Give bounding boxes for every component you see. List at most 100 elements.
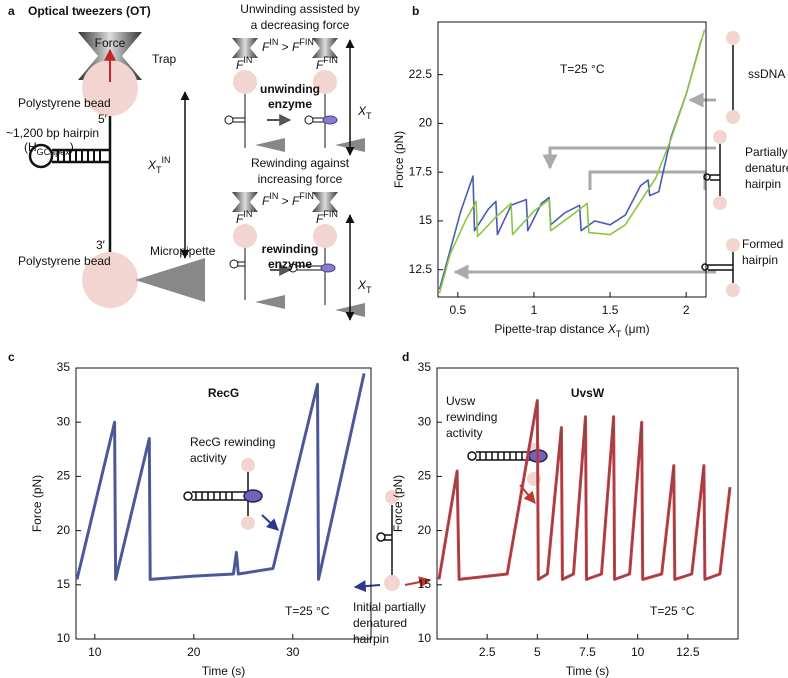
- x-tick-label: 12.5: [676, 645, 700, 659]
- y-tick-label: 15: [57, 577, 71, 591]
- annotation: Partially: [745, 145, 788, 159]
- caption: a decreasing force: [251, 18, 350, 32]
- label-part: FIN: [323, 209, 338, 219]
- label-part: F: [292, 40, 300, 54]
- panel-label: b: [412, 4, 419, 18]
- y-tick-label: 12.5: [409, 262, 433, 276]
- label: FIN > FFIN: [262, 191, 314, 208]
- annotation: T=25 °C: [650, 604, 695, 618]
- y-tick-label: 20: [57, 523, 71, 537]
- y-tick-label: 20: [419, 116, 433, 130]
- x-tick-label: 1.5: [602, 303, 619, 317]
- annotation: activity: [446, 426, 483, 440]
- label-part: ): [70, 140, 74, 154]
- data-line: [438, 39, 703, 290]
- y-axis-label: Force (pN): [391, 475, 405, 532]
- data-line-core: [76, 373, 365, 580]
- annotation: Formed: [742, 237, 783, 251]
- x-tick-label: 0.5: [449, 303, 466, 317]
- plot-frame: [75, 367, 372, 640]
- y-tick-label: 30: [57, 414, 71, 428]
- label: XT: [357, 104, 372, 121]
- plot-frame: [437, 21, 707, 298]
- diagram-shapes: [28, 32, 365, 321]
- label-part: X: [357, 104, 367, 118]
- label: (HGCapex): [24, 140, 74, 157]
- annotation: hairpin: [745, 177, 781, 191]
- label-part: X: [147, 158, 157, 172]
- x-tick-label: 30: [286, 645, 300, 659]
- label-part: IN: [243, 55, 252, 65]
- x-tick-label: 2.5: [479, 645, 496, 659]
- y-tick-label: 35: [57, 360, 71, 374]
- label-part: F: [316, 212, 324, 226]
- label-part: FIN: [299, 37, 314, 47]
- label: FIN > FFIN: [262, 37, 314, 54]
- y-tick-label: 22.5: [409, 67, 433, 81]
- label-part: F: [262, 194, 270, 208]
- x-tick-label: 20: [187, 645, 201, 659]
- annotation: Uvsw: [446, 394, 476, 408]
- label-part: FIN: [323, 55, 338, 65]
- y-tick-label: 17.5: [409, 164, 433, 178]
- label-part: F: [316, 58, 324, 72]
- label-part: F: [262, 40, 270, 54]
- caption: increasing force: [258, 172, 343, 186]
- caption: Rewinding against: [251, 156, 350, 170]
- label-part: >: [278, 194, 292, 208]
- y-tick-label: 25: [418, 469, 432, 483]
- annotation: ssDNA: [748, 67, 785, 81]
- annotation: denatured: [745, 161, 788, 175]
- label: XTIN: [147, 155, 171, 175]
- y-axis-label: Force (pN): [392, 131, 406, 188]
- x-axis-label-part: Time (s): [566, 664, 610, 678]
- x-tick-label: 10: [631, 645, 645, 659]
- label: 3′: [96, 238, 106, 252]
- label-part: IN: [269, 37, 278, 47]
- label: Polystyrene bead: [18, 254, 111, 268]
- annotation: hairpin: [742, 253, 778, 267]
- label-part: T: [156, 165, 162, 175]
- y-tick-label: 15: [419, 213, 433, 227]
- x-axis-label: Pipette-trap distance XT (μm): [494, 322, 649, 339]
- label-part: F: [236, 212, 244, 226]
- panel-label: d: [402, 350, 409, 364]
- annotation: hairpin: [353, 632, 389, 646]
- label-part: T: [366, 111, 372, 121]
- label-part: IN: [162, 155, 171, 165]
- annotation: denatured: [353, 616, 407, 630]
- x-axis-label-part: (μm): [621, 322, 649, 336]
- label: FIN: [236, 55, 252, 72]
- y-tick-label: 25: [57, 469, 71, 483]
- annotation: RecG rewinding: [190, 435, 275, 449]
- label-part: F: [236, 58, 244, 72]
- annotation: activity: [190, 451, 227, 465]
- annotation: T=25 °C: [560, 62, 605, 76]
- enzyme-label: unwinding: [260, 82, 320, 96]
- y-tick-label: 10: [418, 631, 432, 645]
- diagram-title: Optical tweezers (OT): [28, 4, 151, 18]
- chart-title: RecG: [208, 386, 239, 400]
- label: Trap: [152, 52, 177, 66]
- label: Micropipette: [150, 244, 216, 258]
- label-part: T: [366, 285, 372, 295]
- x-tick-label: 1: [531, 303, 538, 317]
- y-tick-label: 35: [418, 360, 432, 374]
- annotation: rewinding: [446, 410, 497, 424]
- x-axis-label: Time (s): [202, 664, 246, 678]
- chart-title: UvsW: [571, 386, 605, 400]
- label-part: (H: [24, 140, 37, 154]
- caption: Unwinding assisted by: [240, 2, 359, 16]
- label: FFIN: [316, 55, 338, 72]
- x-tick-label: 10: [88, 645, 102, 659]
- label-part: X: [357, 278, 367, 292]
- annotation-shapes: [453, 31, 740, 297]
- data-line: [75, 373, 366, 581]
- panel-label: a: [8, 4, 15, 18]
- label: Polystyrene bead: [18, 96, 111, 110]
- label-part: IN: [243, 209, 252, 219]
- data-line: [438, 29, 706, 294]
- x-axis-label-part: Time (s): [202, 664, 246, 678]
- enzyme-label: enzyme: [268, 97, 312, 111]
